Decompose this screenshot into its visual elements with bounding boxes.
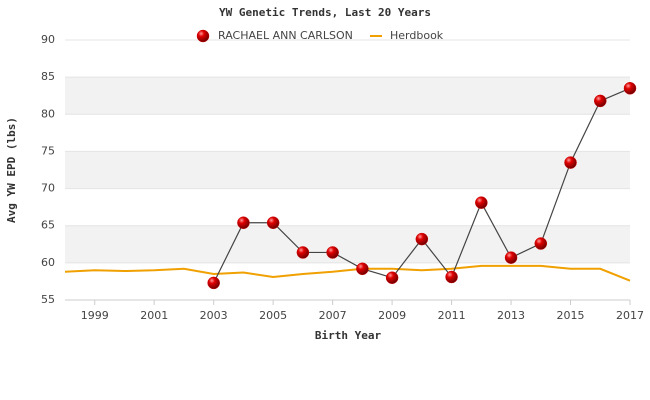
x-tick-label: 2009 — [378, 309, 406, 322]
data-point — [445, 270, 458, 284]
legend-box — [188, 26, 460, 46]
legend-label: RACHAEL ANN CARLSON — [218, 29, 353, 42]
y-tick-label: 65 — [41, 219, 55, 232]
data-point — [504, 251, 518, 264]
data-point — [564, 156, 577, 169]
grid-band — [65, 77, 630, 115]
data-point — [623, 82, 637, 95]
y-axis-label: Avg YW EPD (lbs) — [5, 117, 18, 223]
data-point — [266, 216, 280, 229]
grid-band — [65, 151, 630, 189]
data-point — [326, 246, 339, 259]
x-axis-label: Birth Year — [315, 329, 382, 342]
x-tick-label: 1999 — [81, 309, 109, 322]
data-point — [237, 216, 250, 229]
legend-marker — [196, 29, 210, 43]
x-tick-label: 2011 — [438, 309, 466, 322]
data-point — [356, 262, 369, 276]
y-tick-label: 80 — [41, 107, 55, 120]
x-tick-label: 2013 — [497, 309, 525, 322]
y-tick-label: 60 — [41, 256, 55, 269]
y-tick-label: 70 — [41, 182, 55, 195]
data-point — [594, 94, 607, 108]
x-tick-label: 2005 — [259, 309, 287, 322]
x-tick-label: 2007 — [319, 309, 347, 322]
x-tick-label: 2017 — [616, 309, 644, 322]
data-point — [207, 276, 220, 290]
y-tick-label: 75 — [41, 144, 55, 157]
data-point — [475, 196, 488, 209]
x-tick-label: 2015 — [557, 309, 585, 322]
y-tick-label: 55 — [41, 293, 55, 306]
data-point — [385, 271, 399, 284]
series-line — [64, 264, 631, 282]
x-tick-label: 2003 — [200, 309, 228, 322]
y-tick-label: 85 — [41, 70, 55, 83]
data-point — [534, 237, 548, 250]
y-tick-label: 90 — [41, 33, 55, 46]
legend-label: Herdbook — [390, 29, 444, 42]
data-point — [415, 232, 429, 246]
data-point — [296, 246, 310, 259]
x-tick-label: 2001 — [140, 309, 168, 322]
chart-title: YW Genetic Trends, Last 20 Years — [219, 6, 431, 19]
